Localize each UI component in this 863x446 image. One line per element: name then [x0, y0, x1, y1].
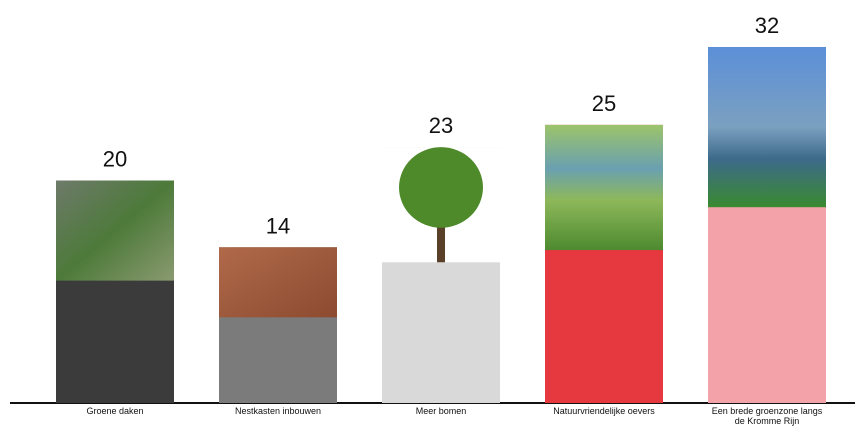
value-label: 32 [755, 13, 779, 38]
category-label: Nestkasten inbouwen [234, 406, 322, 416]
category-label: Natuurvriendelijke oevers [553, 406, 655, 416]
category-label: Meer bomen [415, 406, 467, 416]
value-label: 14 [266, 213, 290, 238]
category-label: Een brede groenzone langs de Kromme Rijn [711, 406, 823, 426]
bar-photo [708, 47, 826, 208]
value-label: 25 [592, 91, 616, 116]
category-label: Groene daken [86, 406, 144, 416]
bar-photo [56, 180, 174, 281]
value-label: 20 [103, 147, 127, 172]
tree-crown [399, 147, 483, 228]
value-label: 23 [429, 113, 453, 138]
bar-photo [219, 247, 337, 318]
bar-photo [545, 124, 663, 251]
tree-trunk [437, 198, 445, 263]
